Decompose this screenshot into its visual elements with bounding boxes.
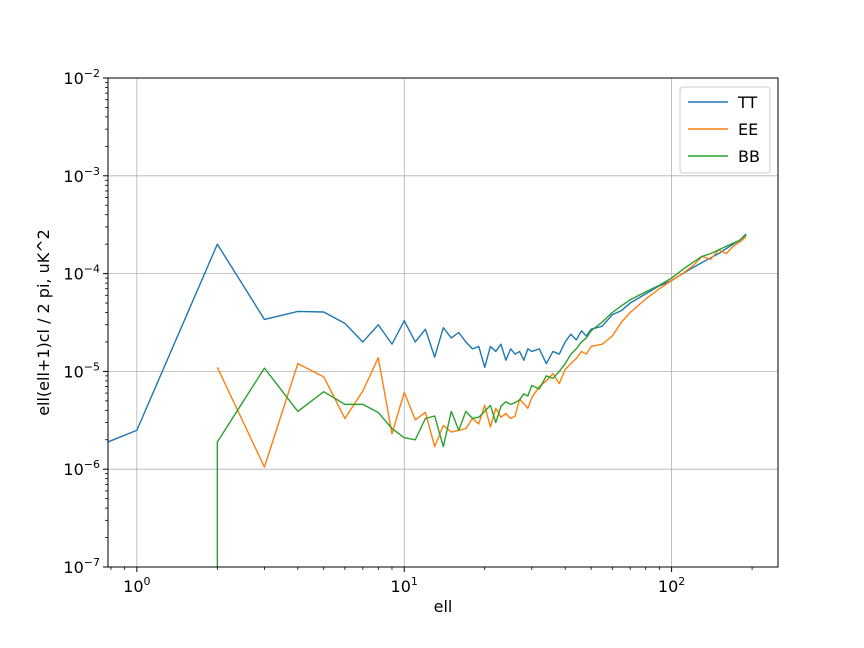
x-tick-label: 100 — [123, 575, 150, 596]
y-tick-label: 10−5 — [63, 360, 100, 381]
plot-frame — [107, 77, 779, 568]
legend-label-bb: BB — [738, 147, 760, 166]
series-line-tt — [108, 233, 747, 443]
plot-background — [108, 78, 778, 567]
x-tick-label: 102 — [658, 575, 685, 596]
x-axis-label: ell — [434, 597, 453, 616]
y-tick-label: 10−4 — [63, 263, 100, 284]
series-layer — [108, 233, 747, 567]
x-tick-label: 101 — [391, 575, 418, 596]
legend-label-ee: EE — [738, 120, 758, 139]
y-tick-label: 10−2 — [63, 67, 100, 88]
series-line-bb — [216, 234, 747, 567]
y-tick-label: 10−7 — [63, 556, 100, 577]
series-line-ee — [216, 235, 747, 468]
legend-label-tt: TT — [737, 93, 757, 112]
y-tick-label: 10−3 — [63, 165, 100, 186]
legend-box — [679, 86, 771, 174]
axis-ticks: 100 101 102 10−7 10−6 10−5 10−4 10−3 10−2 — [63, 67, 753, 596]
y-tick-label: 10−6 — [63, 458, 100, 479]
y-axis-label: ell(ell+1)cl / 2 pi, uK^2 — [34, 229, 53, 416]
legend: TT EE BB — [679, 86, 771, 174]
